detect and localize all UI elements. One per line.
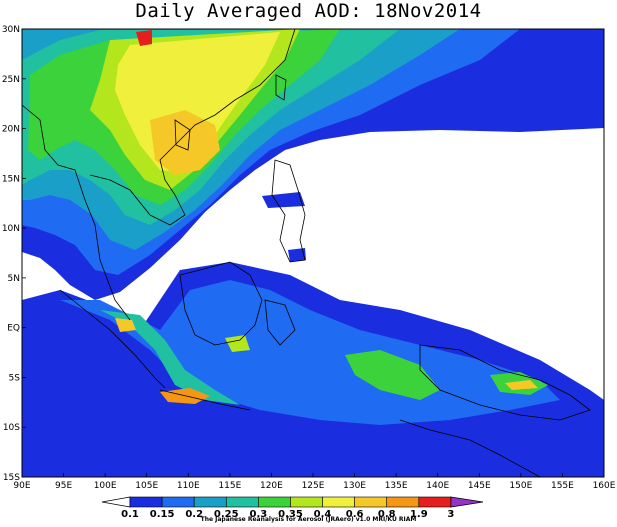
lon-tick-label: 120E [260, 481, 283, 491]
lat-tick-label: EQ [7, 324, 20, 334]
lon-tick-label: 145E [468, 481, 491, 491]
colorbar-max-arrow [450, 496, 484, 508]
colorbar-label: 1.9 [410, 509, 428, 520]
lon-tick-label: 110E [177, 481, 200, 491]
aod-band-south-3 [100, 310, 240, 405]
lat-tick-label: 25N [2, 75, 20, 85]
lon-tick-label: 125E [302, 481, 325, 491]
lon-tick-label: 95E [55, 481, 72, 491]
lon-tick-label: 160E [593, 481, 616, 491]
colorbar-label: 0.15 [150, 509, 175, 520]
colorbar-label: 0.25 [214, 509, 239, 520]
lat-tick-label: 20N [2, 125, 20, 135]
colorbar-label: 0.2 [185, 509, 203, 520]
lon-tick-label: 150E [509, 481, 532, 491]
coastlines [22, 29, 591, 477]
lon-axis: 90E 95E 100E 105E 110E 115E 120E 125E 130E 135E 14… [13, 473, 616, 491]
lon-tick-label: 115E [218, 481, 241, 491]
colorbar-label: 0.4 [314, 509, 332, 520]
colorbar-label: 0.1 [121, 509, 139, 520]
lat-tick-label: 30N [2, 25, 20, 35]
lon-tick-label: 90E [13, 481, 30, 491]
aod-hotspot-north [136, 30, 152, 46]
lat-axis: 30N 25N 20N 15N 10N 5N EQ 5S 10S 15S [2, 25, 26, 483]
lon-tick-label: 130E [343, 481, 366, 491]
colorbar-swatch [225, 496, 259, 508]
colorbar: 0.1 0.15 0.2 0.25 0.3 0.35 0.4 0.6 0.8 1.9 3 [101, 496, 484, 520]
colorbar-label: 0.6 [346, 509, 364, 520]
colorbar-label: 0.8 [378, 509, 396, 520]
aod-hotspot-borneo [225, 335, 250, 352]
lon-tick-label: 100E [94, 481, 117, 491]
colorbar-swatch [354, 496, 388, 508]
lon-tick-label: 105E [135, 481, 158, 491]
aod-field [22, 29, 604, 477]
aod-band-south-4 [345, 350, 440, 400]
lat-tick-label: 5S [9, 373, 21, 383]
colorbar-swatch [418, 496, 452, 508]
lat-tick-label: 10N [2, 224, 20, 234]
lat-tick-label: 5N [8, 274, 20, 284]
lat-tick-label: 10S [3, 423, 20, 433]
lat-tick-label: 15N [2, 174, 20, 184]
lon-tick-label: 135E [385, 481, 408, 491]
aod-blob-mindanao [288, 248, 306, 262]
colorbar-label: 3 [447, 509, 454, 520]
colorbar-swatch [322, 496, 355, 508]
colorbar-min-arrow [101, 496, 131, 508]
colorbar-swatch [161, 496, 195, 508]
colorbar-swatch [386, 496, 420, 508]
credit-line: The Japanese Reanalysis for Aerosol (JRA… [200, 516, 417, 523]
colorbar-swatch [129, 496, 163, 508]
colorbar-label: 0.3 [250, 509, 268, 520]
colorbar-swatch [258, 496, 291, 508]
lon-tick-label: 140E [426, 481, 449, 491]
colorbar-label: 0.35 [278, 509, 303, 520]
aod-hotspot-sumatra [115, 318, 136, 332]
aod-hotspot-newguinea [505, 380, 538, 390]
map-title: Daily Averaged AOD: 18Nov2014 [135, 0, 482, 22]
lon-tick-label: 155E [551, 481, 574, 491]
colorbar-swatch [290, 496, 323, 508]
aod-band-north-8 [150, 110, 220, 175]
lat-tick-label: 15S [3, 473, 20, 483]
colorbar-swatch [193, 496, 227, 508]
